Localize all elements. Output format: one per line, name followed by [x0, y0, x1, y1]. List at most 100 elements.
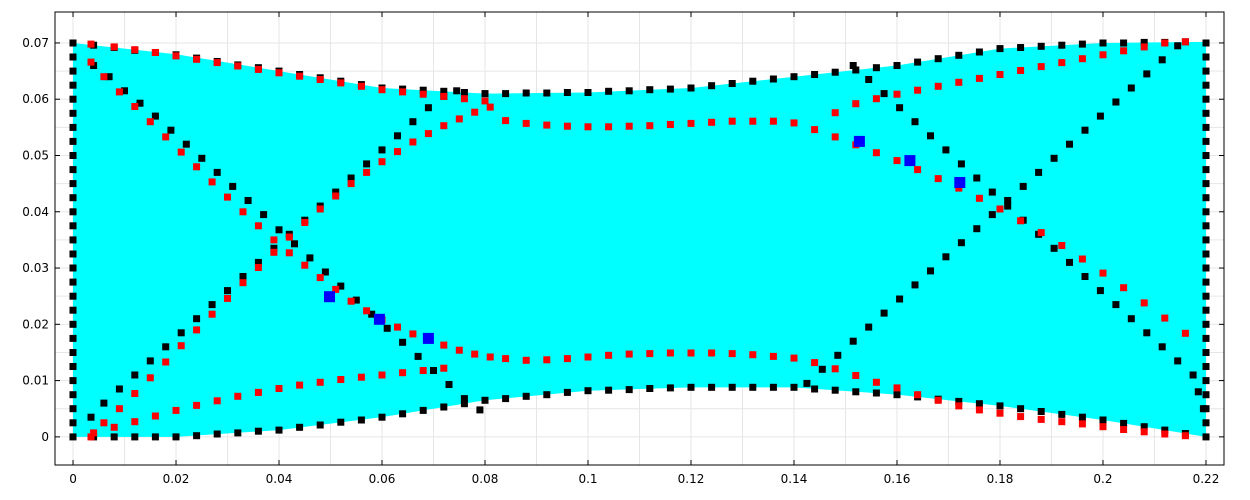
- data-point: [605, 87, 613, 95]
- data-point: [69, 180, 77, 188]
- x-tick-label: 0.02: [163, 472, 190, 486]
- data-point: [69, 419, 77, 427]
- data-point: [957, 239, 965, 247]
- data-point: [316, 421, 324, 429]
- series-8: [87, 103, 1189, 441]
- data-point: [996, 45, 1004, 53]
- data-point: [955, 184, 963, 192]
- data-point: [357, 82, 365, 90]
- series-0: [69, 39, 1210, 441]
- data-point: [1081, 273, 1089, 280]
- data-point: [296, 423, 304, 431]
- data-point: [177, 329, 185, 337]
- data-point: [460, 395, 468, 403]
- data-point: [332, 188, 340, 196]
- data-point: [1202, 377, 1210, 385]
- data-point: [849, 337, 857, 345]
- series-11: [831, 38, 1189, 117]
- data-point: [708, 349, 716, 357]
- data-point: [834, 351, 842, 359]
- data-point: [239, 273, 247, 280]
- data-point: [1099, 416, 1107, 424]
- data-point: [177, 148, 185, 156]
- y-tick-label: 0: [41, 430, 49, 444]
- data-point: [1050, 154, 1058, 162]
- data-point: [363, 168, 371, 176]
- data-point: [687, 84, 695, 92]
- data-point: [481, 396, 489, 404]
- data-point: [872, 64, 880, 72]
- data-point: [363, 307, 371, 315]
- data-point: [1202, 67, 1210, 75]
- data-point: [440, 122, 448, 130]
- data-point: [285, 249, 293, 257]
- data-point: [1120, 284, 1128, 292]
- data-point: [69, 81, 77, 89]
- data-point: [337, 418, 345, 426]
- data-point: [1199, 405, 1207, 413]
- data-point: [270, 248, 278, 256]
- data-point: [811, 359, 819, 367]
- data-point: [666, 85, 674, 93]
- data-point: [1037, 415, 1045, 423]
- data-point: [69, 292, 77, 300]
- data-point: [100, 419, 108, 427]
- data-point: [378, 371, 386, 379]
- data-point: [476, 406, 484, 414]
- data-point: [584, 387, 592, 395]
- data-point: [131, 103, 139, 110]
- data-point: [1058, 59, 1066, 67]
- data-point: [502, 395, 510, 403]
- data-point: [69, 39, 77, 47]
- data-point: [69, 67, 77, 75]
- data-point: [1202, 222, 1210, 230]
- y-tick-label: 0.03: [22, 261, 49, 275]
- data-point: [666, 121, 674, 128]
- data-point: [543, 356, 551, 364]
- data-point: [1120, 39, 1128, 47]
- data-point: [1120, 47, 1128, 55]
- data-point: [522, 356, 530, 364]
- data-point: [440, 403, 448, 411]
- data-point: [646, 122, 654, 130]
- data-point: [1017, 67, 1025, 74]
- data-point: [522, 89, 530, 97]
- data-point: [708, 383, 716, 391]
- data-point: [1058, 41, 1066, 49]
- data-point: [896, 104, 904, 112]
- data-point: [543, 89, 551, 97]
- data-point: [1127, 84, 1135, 92]
- data-point: [1096, 112, 1104, 120]
- data-point: [347, 180, 355, 188]
- data-point: [182, 140, 190, 148]
- data-point: [453, 87, 461, 95]
- data-point: [996, 71, 1004, 78]
- data-point: [172, 52, 180, 60]
- x-tick-label: 0.08: [472, 472, 499, 486]
- data-point: [893, 90, 901, 98]
- data-point: [1202, 166, 1210, 174]
- series-9: [87, 40, 489, 105]
- data-point: [1099, 423, 1107, 431]
- data-point: [1140, 423, 1148, 431]
- data-point: [1050, 244, 1058, 252]
- data-point: [69, 264, 77, 272]
- data-point: [975, 406, 983, 414]
- data-point: [543, 391, 551, 399]
- data-point: [708, 82, 716, 90]
- data-point: [105, 73, 113, 81]
- data-point: [1099, 269, 1107, 277]
- data-point: [275, 226, 283, 234]
- data-point: [1161, 430, 1169, 438]
- data-point: [502, 90, 510, 98]
- data-point: [852, 66, 860, 74]
- data-point: [849, 62, 857, 69]
- data-point: [1189, 371, 1197, 379]
- data-point: [229, 182, 237, 190]
- data-point: [1181, 329, 1189, 337]
- data-point: [146, 118, 154, 126]
- data-point: [1202, 306, 1210, 314]
- data-point: [352, 296, 360, 304]
- data-point: [1120, 426, 1128, 433]
- data-point: [1140, 38, 1148, 46]
